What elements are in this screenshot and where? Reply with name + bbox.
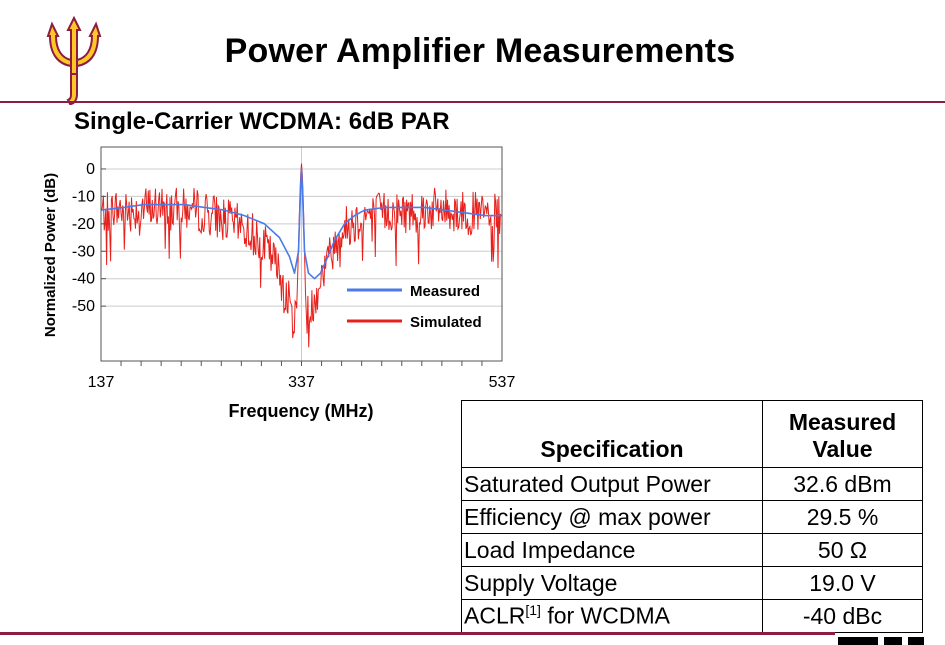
spec-name: Supply Voltage (461, 566, 763, 600)
x-tick-label: 537 (489, 374, 516, 391)
table-row: Supply Voltage 19.0 V (461, 566, 923, 600)
chart-ticks: 137 337 537 0 -10 -20 -30 -40 -50 (72, 161, 516, 391)
legend-measured-label: Measured (410, 283, 480, 300)
spec-name: Saturated Output Power (461, 467, 763, 501)
measured-series-line (100, 168, 502, 280)
table-row: Saturated Output Power 32.6 dBm (461, 467, 923, 501)
spec-name: Load Impedance (461, 533, 763, 567)
table-row: ACLR[1] for WCDMA -40 dBc (461, 599, 923, 633)
value-header-line2: Value (812, 436, 873, 462)
spectrum-chart: 137 337 537 0 -10 -20 -30 -40 -50 Normalized Pow… (42, 146, 516, 421)
table-header-row: Specification Measured Value (461, 400, 923, 468)
chart-legend: Measured Simulated (347, 283, 482, 331)
slide-title: Power Amplifier Measurements (224, 32, 736, 70)
y-tick-label: 0 (86, 161, 95, 178)
footer-logo-fragment (838, 637, 924, 645)
y-tick-label: -50 (72, 298, 95, 315)
legend-simulated-label: Simulated (410, 314, 482, 331)
y-axis-label: Normalized Power (dB) (42, 173, 59, 337)
footer-divider (0, 632, 835, 635)
spec-value: 19.0 V (762, 566, 923, 600)
value-header-line1: Measured (788, 409, 897, 435)
spec-value: 29.5 % (762, 500, 923, 534)
chart-series (100, 163, 502, 348)
spec-table: Specification Measured Value Saturated O… (461, 400, 923, 633)
footnote-ref: [1] (525, 602, 541, 619)
spec-value: 50 Ω (762, 533, 923, 567)
x-tick-label: 337 (288, 374, 315, 391)
x-tick-label: 137 (88, 374, 115, 391)
y-tick-label: -10 (72, 188, 95, 205)
spec-column-header: Specification (461, 400, 763, 468)
y-tick-label: -20 (72, 216, 95, 233)
spec-value: -40 dBc (762, 599, 923, 633)
title-divider (0, 101, 945, 103)
spec-name: ACLR[1] for WCDMA (461, 599, 763, 633)
x-axis-label: Frequency (MHz) (228, 401, 373, 421)
chart-subtitle: Single-Carrier WCDMA: 6dB PAR (74, 108, 450, 135)
aclr-label: ACLR (464, 602, 526, 629)
value-column-header: Measured Value (762, 400, 923, 468)
y-tick-label: -30 (72, 243, 95, 260)
spec-value: 32.6 dBm (762, 467, 923, 501)
pitchfork-logo (46, 15, 102, 106)
table-row: Efficiency @ max power 29.5 % (461, 500, 923, 534)
spec-name: Efficiency @ max power (461, 500, 763, 534)
y-tick-label: -40 (72, 271, 95, 288)
table-row: Load Impedance 50 Ω (461, 533, 923, 567)
aclr-suffix: for WCDMA (540, 602, 670, 629)
